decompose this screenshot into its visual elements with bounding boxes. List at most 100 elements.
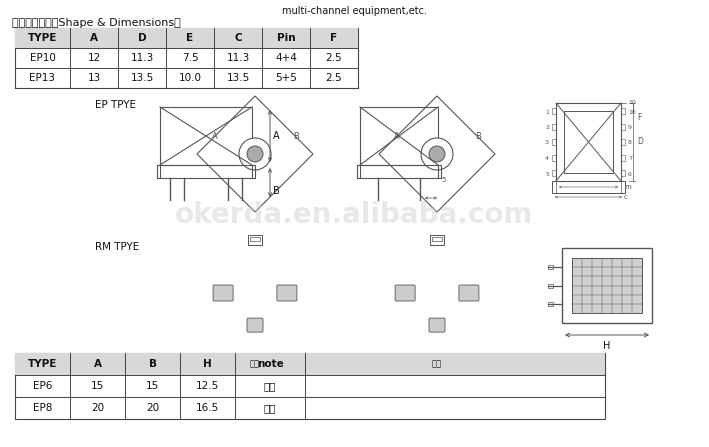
Text: 图二: 图二 bbox=[432, 359, 442, 368]
Text: EP13: EP13 bbox=[30, 73, 55, 83]
Bar bbox=[248, 235, 262, 245]
Text: okerda.en.alibaba.com: okerda.en.alibaba.com bbox=[175, 201, 533, 229]
FancyBboxPatch shape bbox=[247, 318, 263, 332]
Bar bbox=[15, 353, 605, 419]
Text: 7.5: 7.5 bbox=[182, 53, 199, 63]
Bar bbox=[360, 107, 438, 165]
Circle shape bbox=[239, 138, 271, 170]
Text: 9: 9 bbox=[628, 125, 632, 130]
Text: 2.5: 2.5 bbox=[325, 73, 342, 83]
Bar bbox=[548, 302, 553, 306]
Text: A: A bbox=[90, 33, 98, 43]
Bar bbox=[15, 28, 358, 88]
Text: B: B bbox=[148, 359, 157, 369]
Text: F: F bbox=[637, 113, 642, 122]
Text: B: B bbox=[474, 132, 481, 141]
Text: 图一: 图一 bbox=[264, 403, 277, 413]
Text: EP TPYE: EP TPYE bbox=[95, 100, 136, 110]
Bar bbox=[556, 103, 621, 181]
Bar bbox=[562, 248, 652, 323]
Text: 12.5: 12.5 bbox=[196, 381, 219, 391]
Text: 6: 6 bbox=[628, 172, 632, 177]
Text: EP6: EP6 bbox=[33, 381, 52, 391]
Text: EP10: EP10 bbox=[30, 53, 55, 63]
Text: H: H bbox=[203, 359, 212, 369]
Bar bbox=[621, 170, 625, 176]
FancyBboxPatch shape bbox=[277, 285, 297, 301]
Text: 20: 20 bbox=[91, 403, 104, 413]
Text: 13: 13 bbox=[87, 73, 101, 83]
Text: D: D bbox=[138, 33, 146, 43]
Text: A: A bbox=[393, 132, 399, 141]
Text: 13.5: 13.5 bbox=[130, 73, 154, 83]
Text: RM TPYE: RM TPYE bbox=[95, 242, 139, 252]
Text: B: B bbox=[273, 186, 280, 196]
Text: c: c bbox=[624, 194, 628, 200]
Bar bbox=[556, 181, 621, 193]
Bar bbox=[548, 283, 553, 287]
Bar bbox=[552, 139, 556, 145]
Bar bbox=[552, 181, 625, 193]
Bar bbox=[430, 235, 444, 245]
Bar bbox=[621, 123, 625, 130]
Text: A: A bbox=[273, 131, 279, 141]
Text: A: A bbox=[211, 132, 217, 141]
Text: 4: 4 bbox=[545, 156, 549, 161]
Bar bbox=[564, 111, 613, 173]
Text: TYPE: TYPE bbox=[28, 359, 57, 369]
Text: multi-channel equipment,etc.: multi-channel equipment,etc. bbox=[281, 6, 427, 16]
Text: 13.5: 13.5 bbox=[226, 73, 250, 83]
Bar bbox=[250, 237, 260, 241]
Text: note: note bbox=[257, 359, 284, 369]
Text: 10: 10 bbox=[628, 100, 636, 105]
Text: C: C bbox=[234, 33, 242, 43]
Text: 15: 15 bbox=[146, 381, 159, 391]
Text: 4+4: 4+4 bbox=[275, 53, 297, 63]
Text: 20: 20 bbox=[146, 403, 159, 413]
Text: m: m bbox=[624, 184, 631, 190]
Bar bbox=[15, 28, 358, 48]
Text: 1: 1 bbox=[545, 110, 549, 114]
Text: H: H bbox=[603, 341, 610, 351]
Bar bbox=[552, 108, 556, 114]
Text: 2: 2 bbox=[545, 125, 549, 130]
Circle shape bbox=[421, 138, 453, 170]
Text: 11.3: 11.3 bbox=[130, 53, 154, 63]
Text: 5: 5 bbox=[441, 177, 445, 183]
Text: 3: 3 bbox=[545, 140, 549, 146]
Text: 8: 8 bbox=[628, 140, 632, 146]
Bar bbox=[552, 123, 556, 130]
Bar bbox=[432, 237, 442, 241]
Text: Pin: Pin bbox=[277, 33, 296, 43]
Text: 5: 5 bbox=[545, 172, 549, 177]
Text: A: A bbox=[94, 359, 101, 369]
Text: 图一: 图一 bbox=[250, 359, 260, 368]
Bar bbox=[621, 108, 625, 114]
Bar bbox=[621, 155, 625, 160]
Text: B: B bbox=[293, 132, 298, 141]
Text: 形状及尺寸：（Shape & Dimensions）: 形状及尺寸：（Shape & Dimensions） bbox=[12, 18, 181, 28]
Text: D: D bbox=[637, 138, 643, 147]
FancyBboxPatch shape bbox=[429, 318, 445, 332]
Text: 10: 10 bbox=[628, 110, 636, 114]
Text: 图二: 图二 bbox=[264, 381, 277, 391]
Text: 2.5: 2.5 bbox=[325, 53, 342, 63]
Text: 12: 12 bbox=[87, 53, 101, 63]
Text: 16.5: 16.5 bbox=[196, 403, 219, 413]
Text: 11.3: 11.3 bbox=[226, 53, 250, 63]
Text: 5+5: 5+5 bbox=[275, 73, 297, 83]
Text: 15: 15 bbox=[91, 381, 104, 391]
Circle shape bbox=[429, 146, 445, 162]
Bar bbox=[572, 258, 642, 313]
Bar bbox=[548, 265, 553, 269]
Text: F: F bbox=[330, 33, 337, 43]
Circle shape bbox=[247, 146, 263, 162]
Bar bbox=[160, 107, 252, 165]
Bar bbox=[552, 170, 556, 176]
FancyBboxPatch shape bbox=[459, 285, 479, 301]
Text: E: E bbox=[186, 33, 194, 43]
Text: TYPE: TYPE bbox=[28, 33, 57, 43]
Bar bbox=[552, 155, 556, 160]
Bar bbox=[621, 139, 625, 145]
Text: 7: 7 bbox=[628, 156, 632, 161]
